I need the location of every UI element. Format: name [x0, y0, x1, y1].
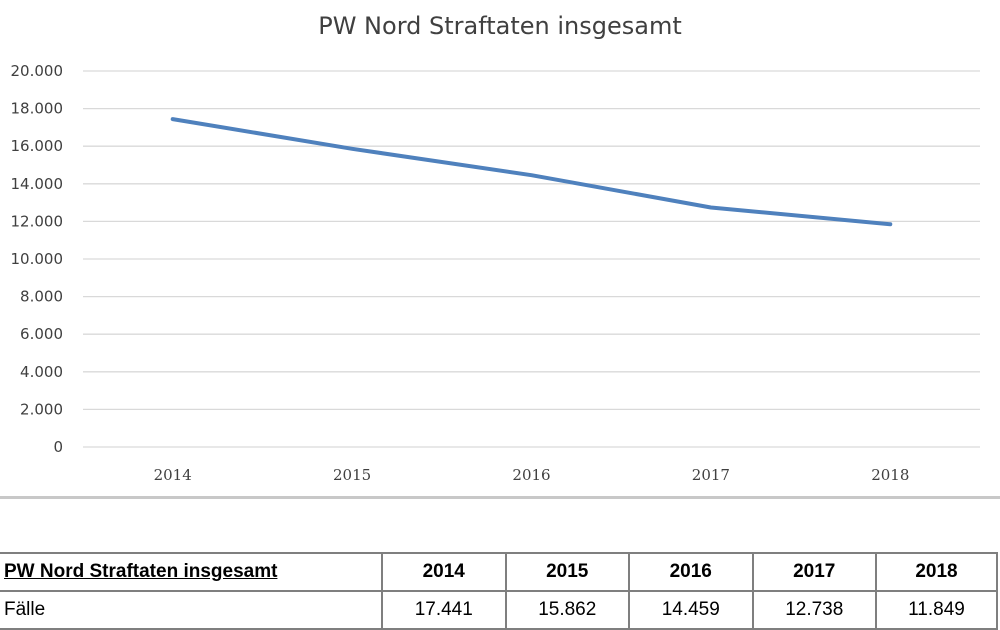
line-chart: PW Nord Straftaten insgesamt 0 2.000 4.000…	[11, 12, 980, 484]
y-tick-label: 10.000	[11, 250, 64, 268]
x-tick-label: 2016	[512, 466, 550, 484]
y-tick-label: 16.000	[11, 137, 64, 155]
table-value-2016: 14.459	[629, 591, 754, 630]
table-value-2018: 11.849	[876, 591, 998, 630]
chart-title: PW Nord Straftaten insgesamt	[318, 12, 682, 40]
chart-table-separator	[0, 496, 1000, 499]
x-tick-label: 2014	[154, 466, 192, 484]
series-line	[170, 117, 893, 227]
table-value-2014: 17.441	[382, 591, 507, 630]
y-tick-label: 12.000	[11, 212, 64, 230]
y-tick-label: 20.000	[11, 62, 64, 80]
table-row: Fälle 17.441 15.862 14.459 12.738 11.849	[0, 591, 998, 630]
y-tick-label: 18.000	[11, 100, 64, 118]
y-tick-label: 14.000	[11, 175, 64, 193]
grid-lines	[83, 70, 980, 448]
series-group	[170, 117, 893, 227]
data-table: PW Nord Straftaten insgesamt 2014 2015 2…	[0, 552, 998, 630]
x-tick-label: 2018	[871, 466, 909, 484]
table-year-2015: 2015	[505, 552, 630, 592]
table-year-2017: 2017	[752, 552, 877, 592]
table-header-label: PW Nord Straftaten insgesamt	[0, 552, 383, 592]
table-year-2016: 2016	[629, 552, 754, 592]
x-tick-label: 2015	[333, 466, 371, 484]
y-tick-label: 8.000	[20, 288, 63, 306]
y-tick-label: 0	[53, 438, 63, 456]
y-tick-label: 4.000	[20, 363, 63, 381]
table-year-2018: 2018	[876, 552, 998, 592]
table-year-2014: 2014	[382, 552, 507, 592]
y-tick-label: 2.000	[20, 400, 63, 418]
y-axis-tick-labels: 0 2.000 4.000 6.000 8.000 10.000 12.000 14.000 1…	[11, 62, 64, 456]
x-axis-tick-labels: 2014 2015 2016 2017 2018	[154, 466, 910, 484]
table-value-2017: 12.738	[752, 591, 877, 630]
table-header-row: PW Nord Straftaten insgesamt 2014 2015 2…	[0, 552, 998, 592]
y-tick-label: 6.000	[20, 325, 63, 343]
table-row-label: Fälle	[0, 591, 383, 630]
x-tick-label: 2017	[692, 466, 730, 484]
table-value-2015: 15.862	[505, 591, 630, 630]
